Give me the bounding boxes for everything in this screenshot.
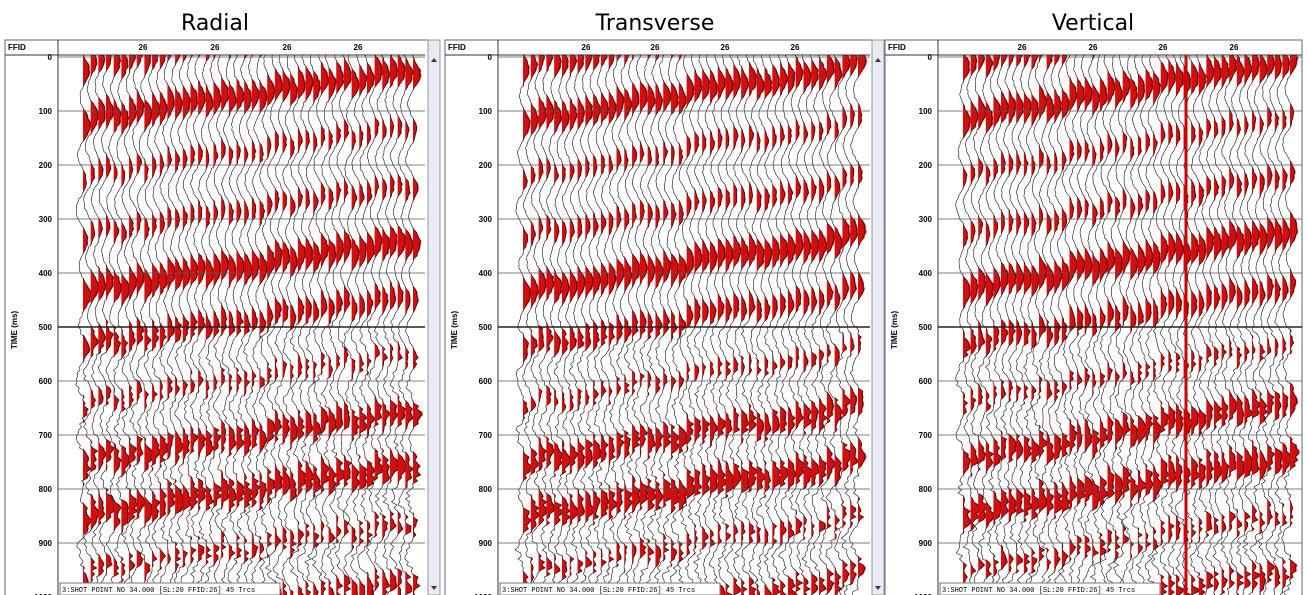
header-tick: 26 bbox=[1089, 43, 1098, 52]
status-text: 3:SHOT POINT NO 34.000 [SL:20 FFID:26] 4… bbox=[62, 587, 255, 595]
panel: Transverse FFID 26 26 26 26 TIME (ms) 0 100 200 30… bbox=[445, 11, 884, 595]
y-tick-label: 300 bbox=[39, 215, 53, 224]
y-tick-label: 100 bbox=[479, 107, 493, 116]
panel-title: Radial bbox=[181, 11, 249, 36]
y-tick-label: 400 bbox=[919, 269, 933, 278]
y-tick-label: 700 bbox=[39, 431, 53, 440]
y-tick-label: 400 bbox=[39, 269, 53, 278]
y-tick-label: 800 bbox=[919, 485, 933, 494]
y-tick-label: 500 bbox=[39, 323, 53, 332]
y-tick-label: 600 bbox=[919, 377, 933, 386]
header-tick: 26 bbox=[211, 43, 220, 52]
y-tick-label: 700 bbox=[479, 431, 493, 440]
header-tick: 26 bbox=[651, 43, 660, 52]
y-tick-label: 800 bbox=[479, 485, 493, 494]
status-text: 3:SHOT POINT NO 34.000 [SL:20 FFID:26] 4… bbox=[502, 587, 695, 595]
y-tick-label: 100 bbox=[919, 107, 933, 116]
header-tick: 26 bbox=[721, 43, 730, 52]
y-tick-label: 300 bbox=[919, 215, 933, 224]
y-axis-label: TIME (ms) bbox=[450, 311, 459, 350]
panel: Radial FFID 26 26 26 26 TIME (ms) 0 100 200 300 400… bbox=[5, 11, 440, 595]
header-label: FFID bbox=[448, 43, 466, 52]
panel-title: Transverse bbox=[595, 11, 715, 36]
y-tick-label: 600 bbox=[39, 377, 53, 386]
y-tick-label: 400 bbox=[479, 269, 493, 278]
y-tick-label: 700 bbox=[919, 431, 933, 440]
y-tick-label: 0 bbox=[48, 53, 53, 62]
header-tick: 26 bbox=[1159, 43, 1168, 52]
page: Radial FFID 26 26 26 26 TIME (ms) 0 100 200 300 400… bbox=[0, 0, 1307, 595]
header-tick: 26 bbox=[1018, 43, 1027, 52]
panel-title: Vertical bbox=[1052, 11, 1134, 36]
status-text: 3:SHOT POINT NO 34.000 [SL:20 FFID:26] 4… bbox=[942, 587, 1135, 595]
y-axis-label: TIME (ms) bbox=[10, 311, 19, 350]
y-tick-label: 800 bbox=[39, 485, 53, 494]
header-tick: 26 bbox=[283, 43, 292, 52]
scrollbar[interactable] bbox=[428, 40, 440, 595]
y-tick-label: 200 bbox=[919, 161, 933, 170]
screen: Radial FFID 26 26 26 26 TIME (ms) 0 100 200 300 400… bbox=[0, 0, 1307, 595]
y-tick-label: 900 bbox=[919, 539, 933, 548]
header-tick: 26 bbox=[582, 43, 591, 52]
y-tick-label: 200 bbox=[39, 161, 53, 170]
header-tick: 26 bbox=[139, 43, 148, 52]
y-tick-label: 500 bbox=[479, 323, 493, 332]
y-tick-label: 900 bbox=[39, 539, 53, 548]
header-tick: 26 bbox=[354, 43, 363, 52]
y-axis-label: TIME (ms) bbox=[890, 311, 899, 350]
panel: Vertical FFID 26 26 26 26 TIME (ms) 0 100 200 300 4… bbox=[885, 11, 1302, 595]
header-tick: 26 bbox=[791, 43, 800, 52]
header-label: FFID bbox=[888, 43, 906, 52]
y-tick-label: 300 bbox=[479, 215, 493, 224]
y-tick-label: 0 bbox=[488, 53, 493, 62]
y-tick-label: 600 bbox=[479, 377, 493, 386]
header-label: FFID bbox=[8, 43, 26, 52]
y-tick-label: 500 bbox=[919, 323, 933, 332]
y-tick-label: 200 bbox=[479, 161, 493, 170]
header-tick: 26 bbox=[1230, 43, 1239, 52]
scrollbar[interactable] bbox=[872, 40, 884, 595]
y-tick-label: 900 bbox=[479, 539, 493, 548]
y-tick-label: 0 bbox=[928, 53, 933, 62]
y-tick-label: 100 bbox=[39, 107, 53, 116]
